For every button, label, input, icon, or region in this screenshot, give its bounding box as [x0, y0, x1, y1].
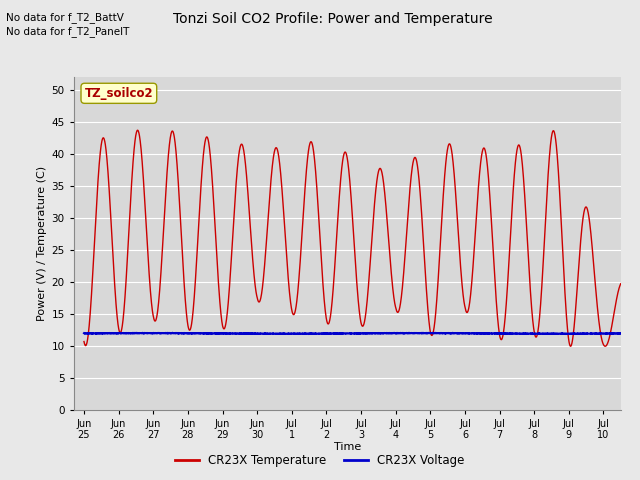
Text: Tonzi Soil CO2 Profile: Power and Temperature: Tonzi Soil CO2 Profile: Power and Temper…: [173, 12, 493, 26]
Text: TZ_soilco2: TZ_soilco2: [84, 87, 153, 100]
Y-axis label: Power (V) / Temperature (C): Power (V) / Temperature (C): [37, 166, 47, 321]
X-axis label: Time: Time: [333, 442, 361, 452]
Text: No data for f_T2_PanelT: No data for f_T2_PanelT: [6, 26, 130, 37]
Text: No data for f_T2_BattV: No data for f_T2_BattV: [6, 12, 124, 23]
Legend: CR23X Temperature, CR23X Voltage: CR23X Temperature, CR23X Voltage: [170, 449, 470, 472]
